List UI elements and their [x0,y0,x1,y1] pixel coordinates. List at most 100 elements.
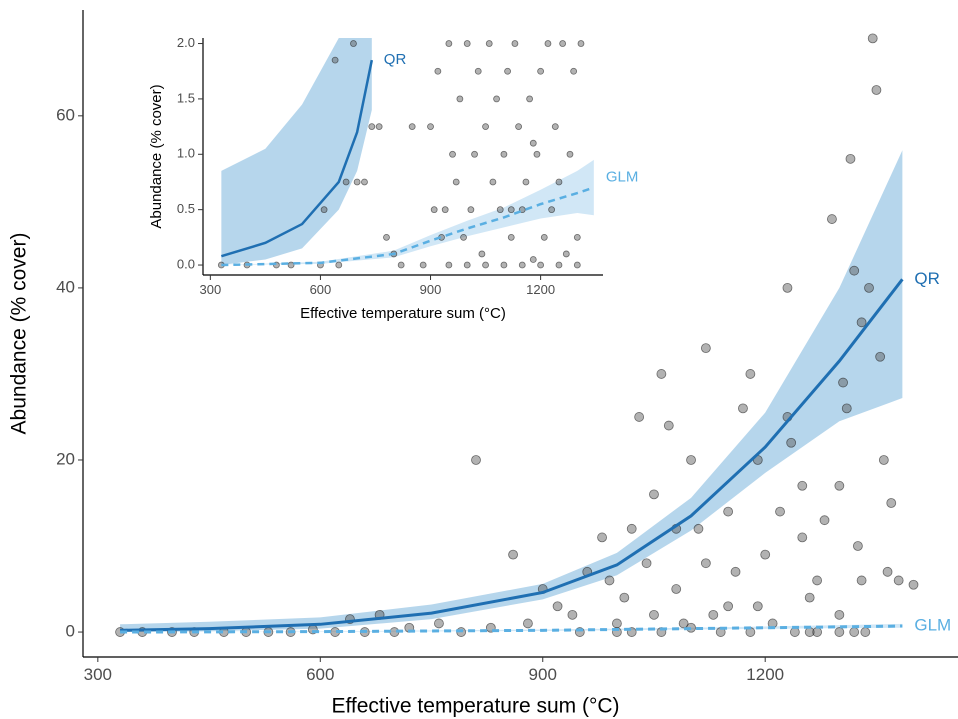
data-point [562,250,570,258]
data-point [463,261,471,269]
data-point [489,178,497,186]
x-axis-title: Effective temperature sum (°C) [331,695,619,718]
data-point [522,178,530,186]
data-point [493,95,500,103]
data-point [604,575,615,586]
data-point [482,261,489,269]
data-point [827,214,837,224]
data-point [463,40,471,47]
data-point [875,351,886,362]
y-axis-title: Abundance (% cover) [8,233,31,435]
data-point [526,95,534,103]
data-point [287,261,295,269]
y-tick-label: 40 [56,277,75,296]
data-point [449,150,456,158]
plot-area [115,33,919,637]
data-point [478,250,486,258]
data-point [552,601,563,612]
data-point [893,575,904,586]
data-point [573,233,581,241]
data-point [456,95,464,103]
data-point [544,40,552,47]
data-point [738,403,748,414]
data-point [867,33,878,44]
data-point [523,618,533,629]
panel: QR GLM 300 600 900 1200 0.0 0.5 1.0 1.5 2.0 Effecti… [148,20,639,332]
data-point [408,123,416,130]
data-point [678,618,689,629]
data-point [361,178,368,186]
data-point [730,566,741,577]
data-point [430,206,438,214]
y-tick-label: 60 [56,105,75,124]
data-point [649,609,659,620]
data-point [723,601,734,612]
y-tick-label: 0 [66,622,75,641]
data-point [834,480,845,491]
data-point [864,283,874,293]
data-point [619,592,630,603]
data-point [860,627,871,637]
data-point [537,261,545,269]
data-point [797,480,808,491]
data-point [518,261,526,269]
data-point [634,412,645,422]
x-tick-label: 1200 [746,665,784,684]
data-point [700,343,711,354]
data-point [845,153,856,164]
data-point [760,549,771,560]
confidence-band [221,38,372,266]
data-point [383,233,390,241]
data-point [548,206,556,214]
data-point [434,67,442,75]
data-point [452,178,460,186]
data-point [804,592,815,603]
x-tick-label: 900 [420,282,442,297]
data-point [335,261,343,269]
data-point [573,261,581,269]
y-tick-label: 0.5 [177,201,195,216]
data-point [460,233,467,241]
data-point [474,67,482,75]
y-tick-label: 1.5 [177,90,195,105]
plot-area [217,38,595,269]
data-point [427,123,434,130]
y-axis-title: Abundance (% cover) [148,84,165,228]
data-point [671,584,682,594]
y-tick-label: 0.0 [177,256,195,271]
data-point [555,178,563,186]
data-point [649,489,659,500]
x-tick-label: 1200 [526,282,555,297]
line-label: QR [914,269,940,288]
data-point [507,206,515,214]
line-label: GLM [914,616,951,635]
data-point [886,498,897,508]
data-point [504,67,511,75]
data-point [533,150,541,158]
data-point [342,178,350,186]
data-point [485,40,493,47]
data-point [597,532,607,543]
data-point [540,233,548,241]
data-point [570,67,578,75]
data-point [471,455,481,465]
data-point [445,40,453,47]
data-point [693,523,704,534]
data-point [482,123,489,130]
fit-line [120,624,903,634]
data-point [849,265,860,276]
data-point [500,150,508,158]
fit-line [120,278,904,632]
data-point [500,261,508,269]
data-point [467,206,475,214]
data-point [856,575,867,586]
line-label: GLM [606,168,639,185]
panel: QR GLM 300 600 900 1200 0 20 40 60 Effective tempe… [8,10,958,718]
data-point [786,437,797,448]
data-point [908,579,919,590]
data-point [559,40,567,47]
data-point [838,377,848,388]
data-point [686,455,696,465]
data-point [834,627,845,637]
